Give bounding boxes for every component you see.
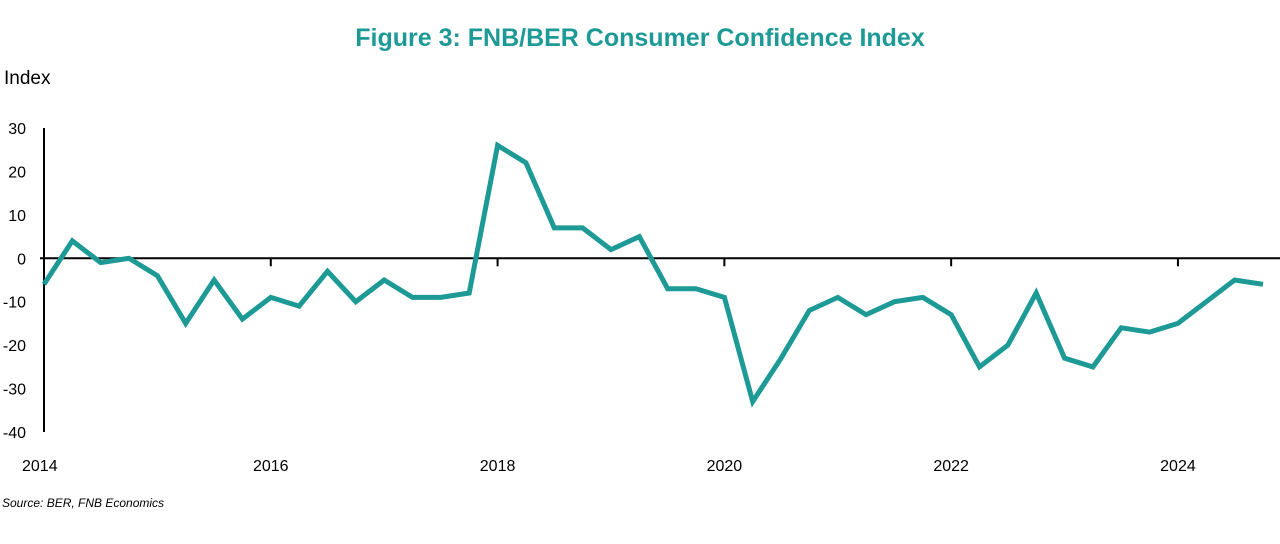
- x-tick-label: 2020: [707, 458, 743, 475]
- axes: [40, 128, 1280, 432]
- x-tick-label: 2022: [933, 458, 969, 475]
- y-tick-label: 20: [8, 164, 26, 181]
- y-tick-label: 30: [8, 121, 26, 138]
- y-tick-label: -10: [3, 295, 26, 312]
- y-tick-label: 0: [17, 251, 26, 268]
- x-tick-label: 2024: [1160, 458, 1196, 475]
- x-axis: 2014 2016 2018 2020 2022 2024: [22, 258, 1196, 475]
- x-tick-label: 2014: [22, 458, 58, 475]
- y-axis: 30 20 10 0 -10 -20 -30 -40: [3, 121, 26, 442]
- x-tick-label: 2016: [253, 458, 289, 475]
- x-tick-label: 2018: [480, 458, 516, 475]
- source-note: Source: BER, FNB Economics: [2, 496, 164, 510]
- y-tick-label: -30: [3, 382, 26, 399]
- y-tick-label: 10: [8, 208, 26, 225]
- y-axis-label: Index: [4, 68, 51, 89]
- series-line: [41, 141, 1264, 408]
- y-tick-label: -20: [3, 338, 26, 355]
- y-tick-label: -40: [3, 425, 26, 442]
- chart-title: Figure 3: FNB/BER Consumer Confidence In…: [355, 24, 925, 52]
- series-group: [41, 141, 1264, 408]
